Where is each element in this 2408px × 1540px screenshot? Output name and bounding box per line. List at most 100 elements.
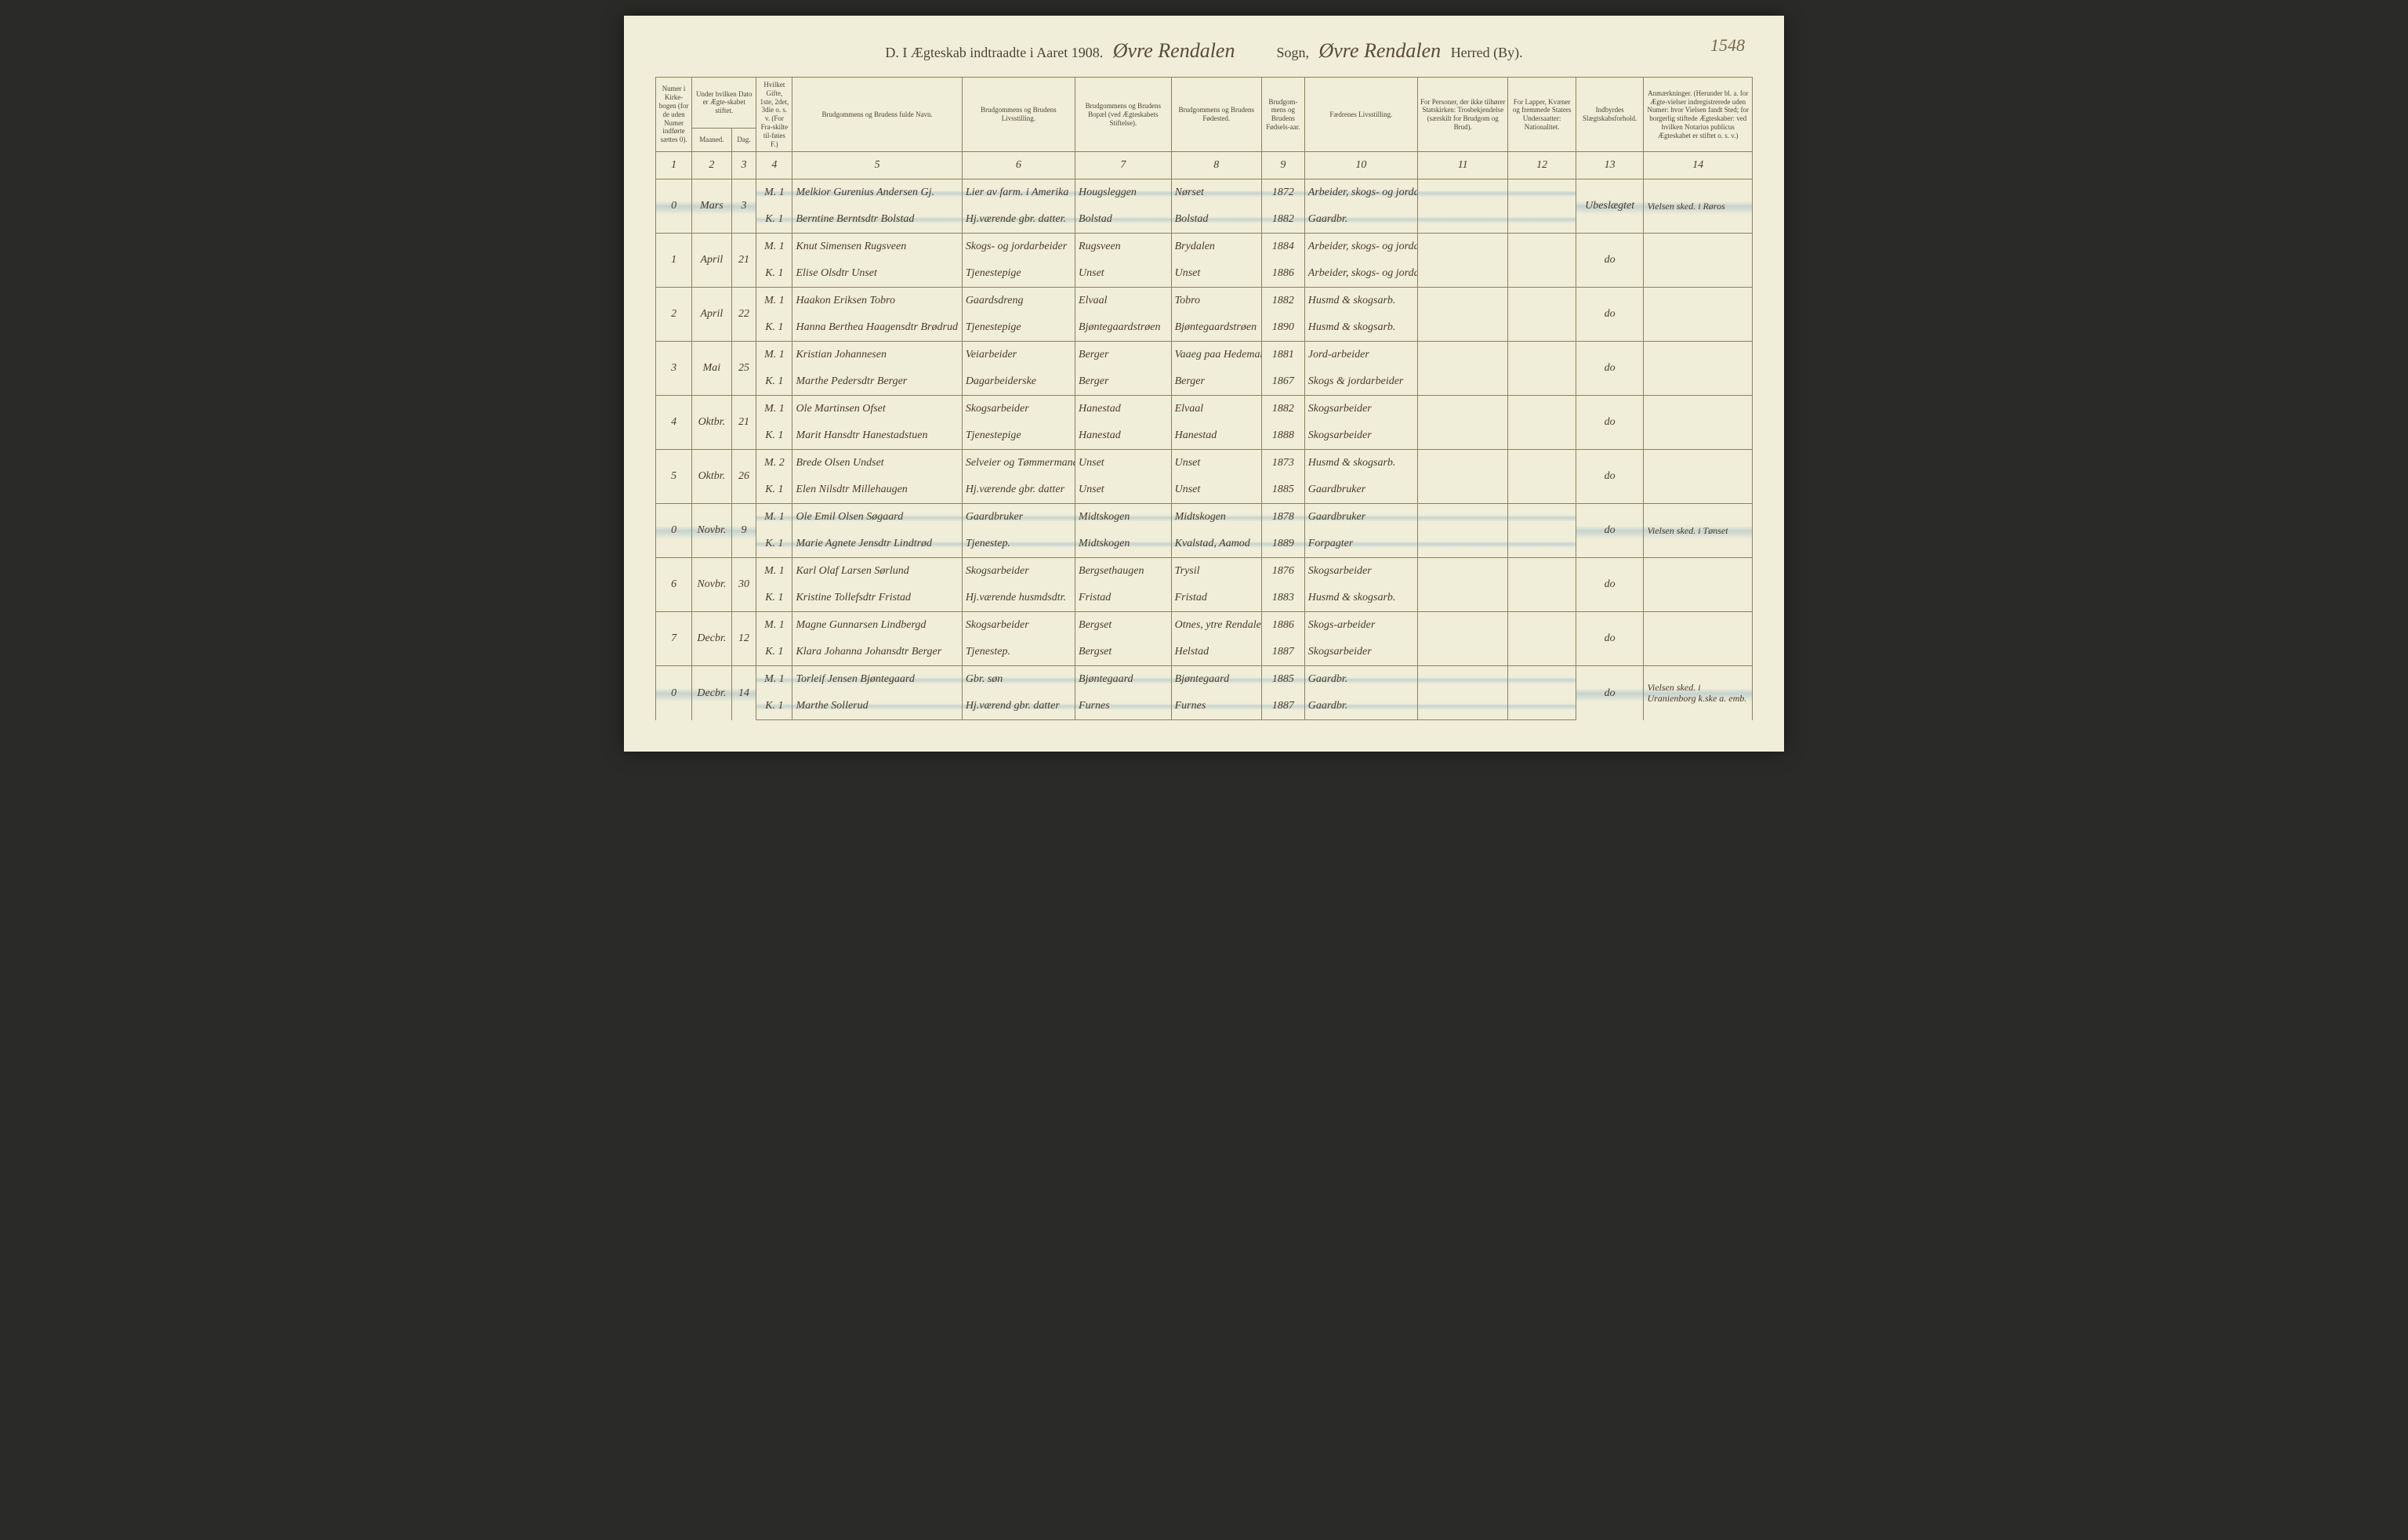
- groom-birthpl: Midtskogen: [1171, 504, 1261, 531]
- bride-nationality: [1508, 585, 1576, 612]
- bride-religion: [1418, 260, 1508, 288]
- bride-res: Hanestad: [1075, 422, 1172, 450]
- groom-religion: [1418, 234, 1508, 261]
- groom-mk: M. 1: [756, 504, 792, 531]
- bride-birthpl: Fristad: [1171, 585, 1261, 612]
- entry-day: 12: [731, 612, 756, 666]
- bride-mk: K. 1: [756, 206, 792, 234]
- entry-num: 0: [656, 504, 692, 558]
- groom-religion: [1418, 179, 1508, 207]
- bride-res: Bjøntegaardstrøen: [1075, 314, 1172, 342]
- groom-father: Husmd & skogsarb.: [1304, 288, 1417, 315]
- groom-year: 1884: [1261, 234, 1304, 261]
- bride-religion: [1418, 368, 1508, 396]
- bride-birthpl: Helstad: [1171, 639, 1261, 666]
- bride-res: Fristad: [1075, 585, 1172, 612]
- groom-nationality: [1508, 612, 1576, 640]
- groom-birthpl: Bjøntegaard: [1171, 666, 1261, 694]
- entry-day: 26: [731, 450, 756, 504]
- entry-note: [1644, 612, 1753, 666]
- entry-relation: do: [1576, 612, 1644, 666]
- groom-occ: Gaardbruker: [962, 504, 1075, 531]
- groom-religion: [1418, 342, 1508, 369]
- groom-occ: Skogs- og jordarbeider: [962, 234, 1075, 261]
- entry-note: [1644, 234, 1753, 288]
- bride-father: Skogs & jordarbeider: [1304, 368, 1417, 396]
- bride-birthpl: Berger: [1171, 368, 1261, 396]
- groom-year: 1882: [1261, 396, 1304, 423]
- groom-nationality: [1508, 179, 1576, 207]
- bride-mk: K. 1: [756, 422, 792, 450]
- col-header-day: Dag.: [731, 128, 756, 152]
- groom-religion: [1418, 288, 1508, 315]
- bride-year: 1888: [1261, 422, 1304, 450]
- col-header-nationality: For Lapper, Kvæner og fremmede Staters U…: [1508, 78, 1576, 152]
- groom-res: Bergset: [1075, 612, 1172, 640]
- bride-religion: [1418, 531, 1508, 558]
- col-header-father: Fædrenes Livsstilling.: [1304, 78, 1417, 152]
- groom-birthpl: Nørset: [1171, 179, 1261, 207]
- bride-name: Elen Nilsdtr Millehaugen: [792, 476, 962, 504]
- bride-res: Midtskogen: [1075, 531, 1172, 558]
- table-row: 5Oktbr.26M. 2Brede Olsen UndsetSelveier …: [656, 450, 1753, 477]
- colnum: 7: [1075, 152, 1172, 179]
- groom-birthpl: Trysil: [1171, 558, 1261, 585]
- entry-day: 9: [731, 504, 756, 558]
- entry-note: [1644, 342, 1753, 396]
- table-header: Numer i Kirke-bogen (for de uden Numer i…: [656, 78, 1753, 152]
- entry-month: Decbr.: [692, 666, 731, 720]
- bride-year: 1887: [1261, 639, 1304, 666]
- groom-name: Haakon Eriksen Tobro: [792, 288, 962, 315]
- bride-name: Hanna Berthea Haagensdtr Brødrud: [792, 314, 962, 342]
- colnum: 8: [1171, 152, 1261, 179]
- table-row: 4Oktbr.21M. 1Ole Martinsen OfsetSkogsarb…: [656, 396, 1753, 423]
- entry-relation: Ubeslægtet: [1576, 179, 1644, 234]
- entry-month: April: [692, 288, 731, 342]
- bride-occ: Tjenestepige: [962, 314, 1075, 342]
- bride-nationality: [1508, 693, 1576, 720]
- col-header-year: Brudgom-mens og Brudens Fødsels-aar.: [1261, 78, 1304, 152]
- groom-father: Arbeider, skogs- og jordarb.: [1304, 234, 1417, 261]
- groom-father: Skogs-arbeider: [1304, 612, 1417, 640]
- bride-religion: [1418, 585, 1508, 612]
- entry-relation: do: [1576, 234, 1644, 288]
- bride-name: Marie Agnete Jensdtr Lindtrød: [792, 531, 962, 558]
- entry-day: 22: [731, 288, 756, 342]
- district-name: Øvre Rendalen: [1312, 39, 1447, 62]
- groom-father: Skogsarbeider: [1304, 396, 1417, 423]
- groom-year: 1882: [1261, 288, 1304, 315]
- entry-relation: do: [1576, 450, 1644, 504]
- bride-mk: K. 1: [756, 531, 792, 558]
- bride-res: Bolstad: [1075, 206, 1172, 234]
- groom-occ: Skogsarbeider: [962, 396, 1075, 423]
- entry-relation: do: [1576, 666, 1644, 720]
- groom-name: Ole Martinsen Ofset: [792, 396, 962, 423]
- groom-year: 1886: [1261, 612, 1304, 640]
- entry-relation: do: [1576, 342, 1644, 396]
- bride-res: Bergset: [1075, 639, 1172, 666]
- parish-name: Øvre Rendalen: [1107, 39, 1242, 62]
- colnum: 1: [656, 152, 692, 179]
- groom-mk: M. 1: [756, 234, 792, 261]
- colnum: 14: [1644, 152, 1753, 179]
- table-row: 0Novbr.9M. 1Ole Emil Olsen SøgaardGaardb…: [656, 504, 1753, 531]
- bride-mk: K. 1: [756, 314, 792, 342]
- groom-mk: M. 1: [756, 179, 792, 207]
- groom-nationality: [1508, 666, 1576, 694]
- bride-mk: K. 1: [756, 639, 792, 666]
- bride-name: Marit Hansdtr Hanestadstuen: [792, 422, 962, 450]
- bride-religion: [1418, 314, 1508, 342]
- bride-name: Kristine Tollefsdtr Fristad: [792, 585, 962, 612]
- entry-note: [1644, 558, 1753, 612]
- groom-birthpl: Tobro: [1171, 288, 1261, 315]
- groom-res: Bjøntegaard: [1075, 666, 1172, 694]
- colnum: 9: [1261, 152, 1304, 179]
- bride-birthpl: Bolstad: [1171, 206, 1261, 234]
- bride-res: Unset: [1075, 476, 1172, 504]
- header-mid1: Sogn,: [1276, 45, 1309, 60]
- groom-religion: [1418, 612, 1508, 640]
- groom-nationality: [1508, 288, 1576, 315]
- bride-year: 1885: [1261, 476, 1304, 504]
- groom-religion: [1418, 666, 1508, 694]
- entry-month: Decbr.: [692, 612, 731, 666]
